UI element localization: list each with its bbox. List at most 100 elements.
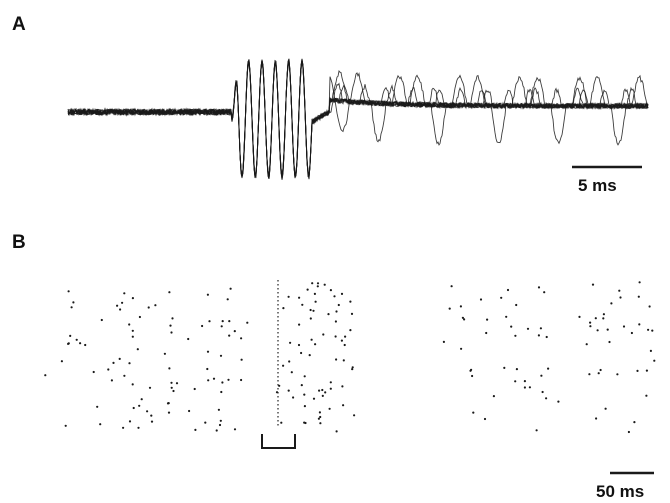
raster-dot <box>448 307 451 310</box>
raster-dot <box>335 430 338 433</box>
raster-dot <box>537 334 541 337</box>
raster-dot <box>72 301 75 304</box>
raster-dot <box>317 417 320 420</box>
raster-dot <box>539 327 543 330</box>
raster-dot <box>168 291 171 294</box>
raster-dot <box>470 368 473 371</box>
raster-dot <box>604 407 607 410</box>
raster-dot <box>649 349 653 352</box>
raster-dot <box>344 335 347 338</box>
raster-dot <box>506 288 510 292</box>
raster-dot <box>309 308 312 312</box>
voltage-trace <box>67 58 649 179</box>
raster-dot <box>64 424 67 427</box>
raster-dot <box>334 335 337 338</box>
panel-b-label: B <box>12 232 26 253</box>
raster-dot <box>194 428 197 431</box>
raster-dot <box>282 364 285 367</box>
raster-dot <box>585 343 588 346</box>
raster-dot <box>515 368 519 371</box>
raster-dot <box>647 328 650 331</box>
raster-dot <box>319 415 322 419</box>
raster-dot <box>314 343 317 346</box>
voltage-trace <box>67 58 649 179</box>
raster-dot <box>479 298 483 301</box>
raster-dot <box>602 317 605 320</box>
raster-dot <box>240 358 243 361</box>
raster-dot <box>188 409 191 413</box>
raster-dot <box>318 411 321 414</box>
raster-dot <box>648 305 651 308</box>
raster-dot <box>110 379 113 382</box>
panel-a-label: A <box>12 14 26 35</box>
raster-dot <box>298 323 301 326</box>
raster-dot <box>70 306 73 309</box>
raster-dot <box>334 320 337 323</box>
raster-dot <box>172 389 175 393</box>
raster-dot <box>100 318 103 322</box>
raster-dot <box>618 289 621 292</box>
raster-dot <box>208 320 211 323</box>
raster-dot <box>547 367 550 370</box>
raster-dot <box>309 317 312 320</box>
raster-dot <box>653 359 656 362</box>
raster-dot <box>341 385 344 388</box>
raster-dot <box>206 293 209 296</box>
raster-dot <box>638 281 641 284</box>
raster-dot <box>233 330 236 333</box>
raster-dot <box>627 430 631 434</box>
raster-dot <box>337 303 340 307</box>
raster-dot <box>123 292 126 295</box>
raster-dot <box>324 391 327 394</box>
raster-dot <box>578 315 581 318</box>
raster-dot <box>471 374 474 378</box>
voltage-trace <box>68 61 649 179</box>
raster-dot <box>316 282 320 285</box>
voltage-trace <box>67 59 649 180</box>
raster-dot <box>463 318 466 321</box>
raster-dot <box>171 317 174 320</box>
raster-dot <box>201 324 204 328</box>
raster-dot <box>240 337 243 340</box>
raster-dot <box>297 343 301 347</box>
raster-dot <box>246 321 249 324</box>
raster-dot <box>170 331 173 334</box>
raster-dot <box>306 288 309 291</box>
raster-dot <box>301 303 304 306</box>
raster-dot <box>175 382 179 385</box>
raster-dot <box>128 420 132 423</box>
raster-dot <box>335 358 338 361</box>
raster-dot <box>206 367 209 371</box>
raster-dot <box>602 313 606 316</box>
raster-dot <box>540 374 543 377</box>
voltage-trace <box>67 59 649 180</box>
raster-dot <box>60 360 64 363</box>
raster-dot <box>594 317 597 320</box>
raster-dot <box>638 323 641 326</box>
raster-dot <box>329 289 332 292</box>
raster-dot <box>312 397 316 400</box>
raster-dot <box>137 426 140 429</box>
raster-dot <box>314 300 317 303</box>
raster-dot <box>327 313 330 316</box>
raster-dot <box>169 324 172 327</box>
raster-dot <box>240 378 243 382</box>
raster-dot <box>333 295 336 298</box>
raster-dot <box>131 329 134 332</box>
raster-dot <box>588 373 591 376</box>
raster-dot <box>610 302 613 305</box>
raster-dot <box>226 298 229 301</box>
raster-dot <box>207 379 210 382</box>
raster-dot <box>212 377 216 380</box>
raster-dot <box>298 296 301 299</box>
raster-dot <box>505 315 508 318</box>
raster-dot <box>131 335 134 338</box>
raster-dot <box>343 343 346 347</box>
raster-dot <box>619 296 622 299</box>
raster-dot <box>218 423 222 427</box>
raster-dot <box>150 414 153 417</box>
raster-dot <box>228 334 231 337</box>
raster-dot <box>233 428 237 431</box>
raster-dot <box>318 389 321 392</box>
